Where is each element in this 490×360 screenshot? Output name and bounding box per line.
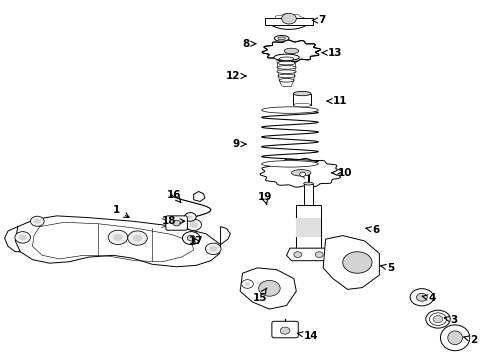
Ellipse shape (304, 182, 314, 185)
Bar (304, 184, 314, 205)
Ellipse shape (284, 48, 299, 54)
Circle shape (184, 213, 196, 221)
Polygon shape (287, 248, 331, 261)
Bar (296, 205, 321, 248)
Text: 10: 10 (332, 168, 352, 178)
Circle shape (19, 234, 26, 240)
Circle shape (128, 231, 147, 245)
Text: 9: 9 (233, 139, 246, 149)
Bar (296, 218, 321, 237)
Text: 4: 4 (422, 293, 436, 303)
Ellipse shape (294, 91, 311, 96)
Text: 13: 13 (322, 48, 343, 58)
Ellipse shape (262, 161, 318, 167)
Circle shape (30, 216, 44, 226)
Circle shape (242, 280, 253, 288)
Text: 16: 16 (167, 190, 181, 203)
Circle shape (300, 172, 306, 176)
Circle shape (108, 230, 128, 244)
Ellipse shape (277, 66, 296, 69)
Circle shape (133, 234, 143, 242)
Text: 6: 6 (366, 225, 379, 235)
Ellipse shape (278, 61, 295, 65)
Circle shape (245, 282, 250, 286)
Text: 2: 2 (464, 334, 477, 345)
Circle shape (280, 327, 290, 334)
Circle shape (34, 219, 41, 224)
Circle shape (113, 234, 123, 241)
Text: 18: 18 (162, 216, 185, 226)
Circle shape (259, 280, 280, 296)
Ellipse shape (426, 310, 450, 328)
Circle shape (15, 231, 30, 243)
Ellipse shape (448, 331, 463, 345)
Circle shape (186, 219, 201, 230)
Text: 19: 19 (257, 192, 272, 204)
Text: 1: 1 (113, 206, 129, 217)
Ellipse shape (279, 57, 294, 60)
Ellipse shape (416, 293, 427, 301)
Ellipse shape (262, 107, 318, 113)
Ellipse shape (441, 325, 470, 351)
FancyBboxPatch shape (166, 216, 187, 230)
Ellipse shape (429, 313, 446, 325)
Ellipse shape (279, 78, 294, 82)
Ellipse shape (278, 74, 295, 78)
Ellipse shape (274, 54, 299, 60)
Text: 12: 12 (225, 71, 246, 81)
Ellipse shape (282, 166, 321, 180)
Text: 5: 5 (381, 263, 394, 273)
Circle shape (187, 235, 195, 241)
Text: 17: 17 (189, 236, 203, 246)
FancyBboxPatch shape (272, 321, 298, 338)
Bar (265, 18, 314, 25)
Ellipse shape (433, 316, 443, 323)
Ellipse shape (294, 103, 311, 107)
Circle shape (343, 252, 372, 273)
Ellipse shape (277, 70, 296, 73)
Bar (294, 94, 311, 105)
Ellipse shape (278, 46, 305, 56)
Ellipse shape (410, 289, 434, 306)
Text: 7: 7 (312, 15, 326, 26)
Circle shape (182, 231, 200, 244)
Circle shape (188, 215, 193, 219)
Circle shape (172, 220, 180, 226)
Text: 3: 3 (444, 315, 458, 325)
Polygon shape (240, 268, 296, 309)
Circle shape (209, 246, 217, 252)
Text: 8: 8 (243, 39, 256, 49)
Circle shape (294, 252, 302, 257)
Circle shape (205, 243, 221, 255)
Circle shape (190, 222, 197, 228)
Ellipse shape (274, 36, 289, 41)
Text: 11: 11 (327, 96, 347, 106)
Text: 15: 15 (252, 288, 267, 303)
Circle shape (316, 252, 323, 257)
Ellipse shape (292, 170, 311, 176)
Circle shape (282, 13, 296, 24)
Text: 14: 14 (297, 331, 318, 341)
Polygon shape (323, 235, 379, 289)
Ellipse shape (278, 37, 286, 40)
